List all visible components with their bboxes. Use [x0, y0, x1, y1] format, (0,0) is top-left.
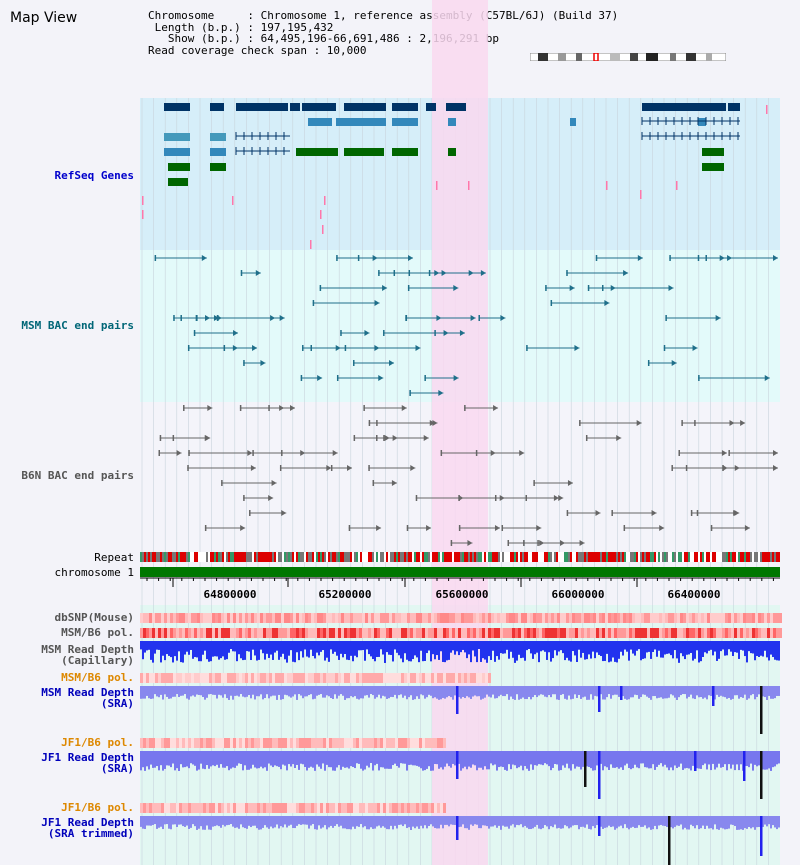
gene-block — [392, 118, 418, 126]
feature-layer — [140, 103, 782, 865]
msm-depth-capillary-label: MSM Read Depth (Capillary) — [41, 643, 134, 667]
chromosome-label: chromosome 1 — [54, 566, 134, 579]
gene-block — [426, 103, 436, 111]
chromosome-bar — [140, 567, 780, 577]
msm-depth-sra-label: MSM Read Depth (SRA) — [41, 686, 134, 710]
axis-tick-label: 66000000 — [552, 588, 605, 601]
gene-block — [702, 148, 724, 156]
gene-block — [236, 103, 288, 111]
gene-block — [290, 103, 300, 111]
gene-block — [570, 118, 576, 126]
gene-block — [164, 133, 190, 141]
jf1-b6-pol-label-2: JF1/B6 pol. — [61, 801, 134, 814]
gene-block — [728, 103, 740, 111]
axis-tick-label: 65200000 — [319, 588, 372, 601]
gene-block — [168, 178, 188, 186]
gene-block — [448, 118, 456, 126]
gene-block — [392, 148, 418, 156]
highlight-region[interactable] — [432, 0, 488, 865]
gene-block — [698, 118, 706, 126]
gene-block — [344, 103, 386, 111]
dbsnp-label: dbSNP(Mouse) — [54, 611, 134, 624]
gene-block — [308, 118, 332, 126]
coverage-span-line: Read coverage check span : 10,000 — [148, 43, 367, 57]
gene-block — [446, 103, 466, 111]
chromosome-info: Chromosome : Chromosome 1, reference ass… — [148, 10, 618, 56]
chromosome-ideogram[interactable] — [530, 53, 726, 61]
jf1-b6-pol-label: JF1/B6 pol. — [61, 736, 134, 749]
gene-block — [702, 163, 724, 171]
axis-tick-label: 66400000 — [668, 588, 721, 601]
msm-b6-pol-label: MSM/B6 pol. — [61, 626, 134, 639]
length-line: Length (b.p.) : 197,195,432 — [148, 20, 334, 34]
refseq-genes-label: RefSeq Genes — [54, 169, 134, 182]
axis-tick-label: 64800000 — [204, 588, 257, 601]
gene-block — [296, 148, 338, 156]
gene-block — [164, 148, 190, 156]
gene-block — [448, 148, 456, 156]
gene-block — [642, 103, 726, 111]
jf1-depth-sra-label: JF1 Read Depth (SRA) — [41, 751, 134, 775]
repeat-label: Repeat — [94, 551, 134, 564]
ideogram-position-marker — [593, 53, 599, 61]
axis-ticks: 64800000 65200000 65600000 66000000 66400000 — [146, 578, 774, 601]
gene-block — [168, 163, 190, 171]
msm-bac-label: MSM BAC end pairs — [21, 319, 134, 332]
gene-block — [344, 148, 384, 156]
gene-block — [392, 103, 418, 111]
gene-block — [210, 148, 226, 156]
gene-block — [336, 118, 386, 126]
gene-block — [302, 103, 336, 111]
gene-block — [210, 133, 226, 141]
msm-b6-pol-label-2: MSM/B6 pol. — [61, 671, 134, 684]
jf1-depth-trim-label: JF1 Read Depth (SRA trimmed) — [41, 816, 134, 840]
axis-tick-label: 65600000 — [436, 588, 489, 601]
gene-block — [210, 163, 226, 171]
b6n-bac-label: B6N BAC end pairs — [21, 469, 134, 482]
map-view-title: Map View — [10, 10, 78, 26]
gene-block — [210, 103, 224, 111]
gene-block — [164, 103, 190, 111]
